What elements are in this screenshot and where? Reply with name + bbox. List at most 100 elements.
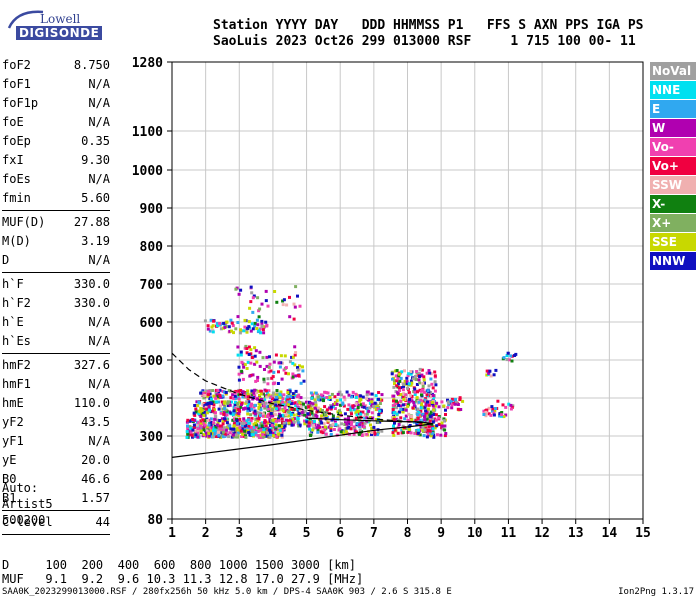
echo-point — [355, 410, 359, 414]
echo-point — [352, 425, 356, 429]
echo-point — [339, 403, 342, 407]
legend-item-vo: Vo+ — [650, 157, 696, 175]
param-row-hme: hmE 110.0 — [2, 394, 110, 413]
echo-point — [250, 407, 254, 411]
echo-point — [370, 431, 374, 434]
echo-point — [234, 389, 238, 393]
echo-point — [362, 405, 366, 409]
auto-code: 500200 — [2, 513, 46, 527]
echo-point — [248, 306, 252, 310]
echo-point — [204, 405, 208, 409]
echo-point — [345, 390, 349, 394]
legend-item-ssw: SSW — [650, 176, 696, 194]
echo-point — [271, 418, 275, 422]
echo-point — [230, 321, 234, 325]
echo-point — [291, 361, 295, 365]
echo-point — [186, 418, 190, 422]
echo-point — [259, 414, 262, 417]
echo-point — [257, 309, 261, 313]
echo-point — [424, 402, 428, 406]
echo-point — [378, 420, 382, 424]
param-value: N/A — [88, 334, 110, 348]
echo-point — [429, 395, 433, 398]
echo-point — [278, 396, 282, 400]
echo-point — [188, 419, 192, 423]
echo-point — [285, 303, 289, 307]
echo-point — [312, 420, 316, 423]
direction-legend: NoVal NNE E W Vo- Vo+ SSW X- X+ SSE NNW — [650, 62, 696, 271]
y-tick-label: 80 — [147, 513, 163, 528]
echo-point — [292, 401, 296, 405]
echo-point — [456, 407, 460, 411]
echo-point — [429, 377, 433, 381]
echo-point — [231, 429, 234, 433]
echo-point — [320, 428, 324, 431]
echo-point — [393, 369, 397, 373]
echo-point — [363, 416, 367, 420]
echo-point — [271, 391, 275, 395]
echo-point — [212, 403, 216, 407]
echo-point — [416, 390, 419, 394]
echo-point — [196, 434, 200, 437]
muf-distance-table: D 100 200 400 600 800 1000 1500 3000 [km… — [2, 558, 363, 586]
echo-point — [275, 395, 278, 399]
x-tick-label: 11 — [501, 526, 517, 541]
echo-point — [443, 424, 447, 428]
echo-point — [309, 391, 313, 395]
echo-point — [252, 391, 256, 395]
echo-points — [185, 285, 518, 439]
echo-point — [418, 381, 422, 385]
echo-point — [265, 364, 269, 368]
echo-point — [267, 389, 271, 393]
echo-point — [286, 414, 290, 418]
param-name: h`F2 — [2, 296, 31, 310]
echo-point — [447, 401, 451, 405]
echo-point — [251, 373, 255, 377]
echo-point — [333, 395, 337, 399]
param-name: fxI — [2, 153, 24, 167]
echo-point — [278, 393, 282, 397]
echo-point — [235, 421, 239, 425]
echo-point — [274, 426, 278, 430]
echo-point — [289, 402, 293, 406]
echo-point — [253, 404, 257, 407]
echo-point — [262, 404, 266, 408]
echo-point — [199, 424, 202, 428]
echo-point — [505, 358, 509, 362]
echo-point — [241, 423, 244, 427]
param-row-fxi: fxI 9.30 — [2, 151, 110, 170]
echo-point — [414, 419, 418, 423]
echo-point — [268, 404, 272, 408]
echo-point — [493, 409, 497, 413]
echo-point — [444, 408, 447, 412]
echo-point — [349, 423, 353, 427]
echo-point — [433, 374, 437, 378]
echo-point — [278, 428, 282, 432]
param-name: M(D) — [2, 234, 31, 248]
echo-point — [210, 325, 214, 329]
y-tick-label: 500 — [140, 354, 164, 369]
echo-point — [418, 433, 422, 437]
echo-point — [302, 379, 306, 383]
echo-point — [417, 378, 421, 382]
echo-point — [249, 348, 253, 352]
param-value: N/A — [88, 434, 110, 448]
echo-point — [209, 417, 213, 421]
echo-point — [409, 379, 413, 383]
echo-point — [290, 400, 294, 404]
echo-point — [250, 417, 254, 421]
echo-point — [246, 418, 250, 422]
echo-point — [392, 385, 396, 389]
logo-digisonde-text: DIGISONDE — [16, 26, 103, 40]
echo-point — [409, 370, 413, 373]
param-row-he: h`E N/A — [2, 313, 110, 332]
echo-point — [425, 435, 429, 439]
echo-point — [271, 408, 274, 412]
echo-point — [256, 379, 259, 382]
echo-point — [280, 425, 284, 429]
echo-point — [233, 397, 237, 401]
echo-point — [195, 423, 199, 427]
echo-point — [427, 369, 431, 373]
echo-point — [404, 427, 408, 431]
echo-point — [280, 377, 284, 381]
